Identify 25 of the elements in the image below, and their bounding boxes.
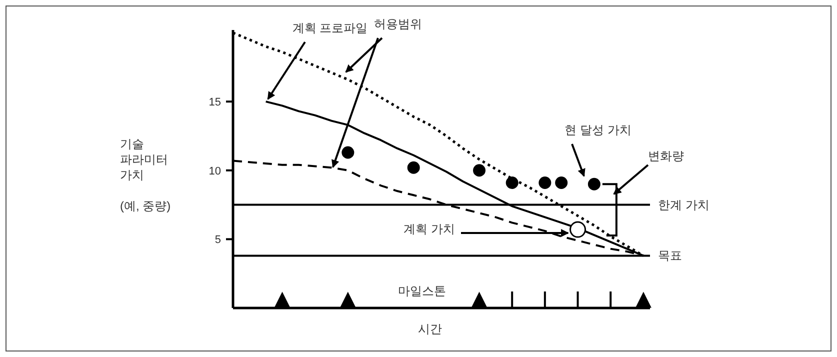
point [635,292,652,308]
text: 기술 파라미터 가치 (예, 중량) [120,137,171,213]
annotation: 계획 가치 [404,222,455,236]
point [274,292,290,308]
annotation: 계획 프로파일 [292,21,368,35]
annotation: 변화량 [648,149,684,163]
point [538,176,552,190]
x-axis-title: 시간 [418,322,442,336]
point [588,178,600,190]
ref-line-label: 한계 가치 [658,198,710,212]
point [473,164,486,177]
point [471,292,488,308]
annotation: 마일스톤 [398,284,446,298]
point [340,292,356,308]
point [555,176,568,190]
point [407,161,420,174]
y-tick-label: 15 [208,96,221,109]
y-tick-label: 5 [214,234,221,246]
point [570,221,586,238]
point [342,146,354,159]
ref-line-label: 목표 [658,248,682,263]
point [506,176,518,190]
y-tick-label: 10 [208,165,221,178]
annotation: 현 달성 가치 [564,123,632,137]
annotation: 허용범위 [374,17,422,31]
